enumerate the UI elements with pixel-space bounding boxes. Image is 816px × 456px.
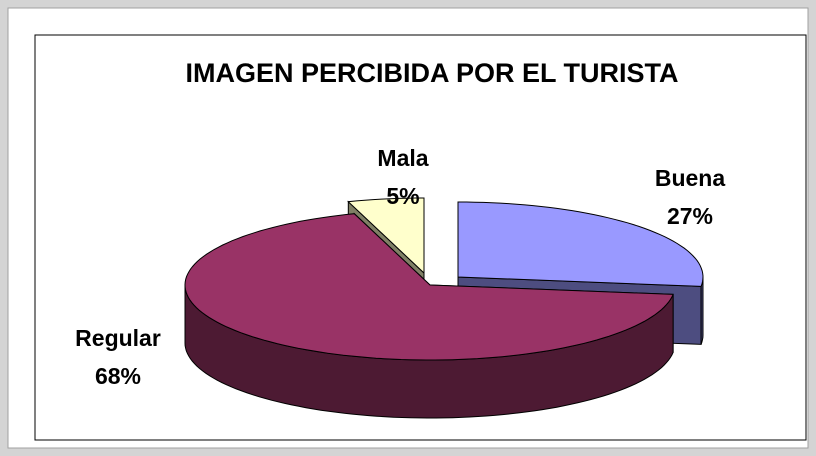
- slice-value-label: 68%: [95, 363, 141, 389]
- slice-value-label: 27%: [667, 203, 713, 229]
- slice-top: [457, 201, 704, 287]
- slice-side: [700, 276, 704, 345]
- slice-value-label: 5%: [386, 183, 419, 209]
- slice: [184, 212, 674, 419]
- slice-label: Regular: [75, 325, 161, 351]
- slice-top: [184, 213, 674, 361]
- chart-title: IMAGEN PERCIBIDA POR EL TURISTA: [185, 58, 678, 88]
- slice-label: Mala: [377, 145, 428, 171]
- slice-label: Buena: [655, 165, 726, 191]
- pie: [184, 197, 704, 419]
- slice-top: [347, 197, 425, 275]
